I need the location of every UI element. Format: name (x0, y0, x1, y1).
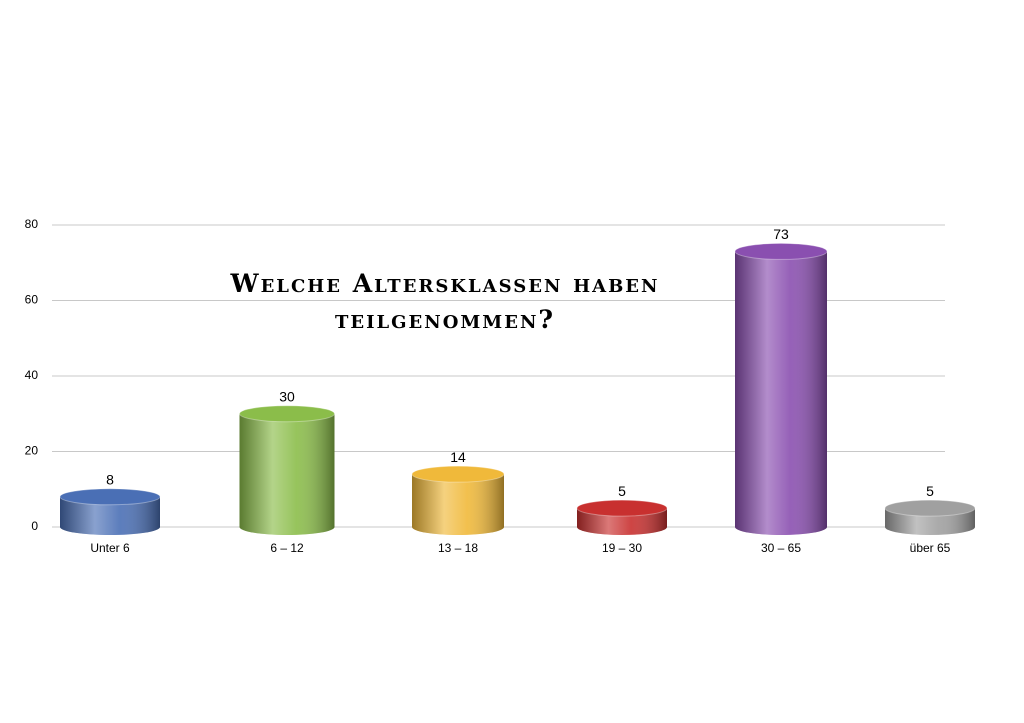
bar-top (59, 488, 161, 506)
bar-shading (239, 413, 335, 527)
x-tick-label: 13 – 18 (438, 541, 478, 555)
bar-top (411, 465, 505, 483)
y-tick-label: 60 (25, 293, 39, 307)
y-tick-label: 80 (25, 217, 39, 231)
value-label: 30 (279, 388, 295, 404)
bar-shading (412, 474, 504, 527)
x-tick-label: 19 – 30 (602, 541, 642, 555)
value-label: 5 (618, 483, 626, 499)
value-label: 73 (773, 226, 789, 242)
bar-top (734, 242, 828, 260)
y-tick-label: 20 (25, 444, 39, 458)
bar-top (576, 499, 668, 517)
x-tick-label: 6 – 12 (270, 541, 304, 555)
x-tick-label: über 65 (910, 541, 951, 555)
bar-top (884, 499, 976, 517)
value-label: 8 (106, 472, 114, 488)
y-tick-label: 0 (31, 519, 38, 533)
chart-title: Welche Altersklassen haben teilgenommen? (230, 269, 660, 334)
x-tick-label: Unter 6 (90, 541, 130, 555)
value-label: 14 (450, 449, 466, 465)
bar-shading (735, 251, 827, 528)
y-tick-label: 40 (25, 368, 39, 382)
value-label: 5 (926, 483, 934, 499)
x-tick-label: 30 – 65 (761, 541, 801, 555)
bar-top (239, 405, 335, 423)
